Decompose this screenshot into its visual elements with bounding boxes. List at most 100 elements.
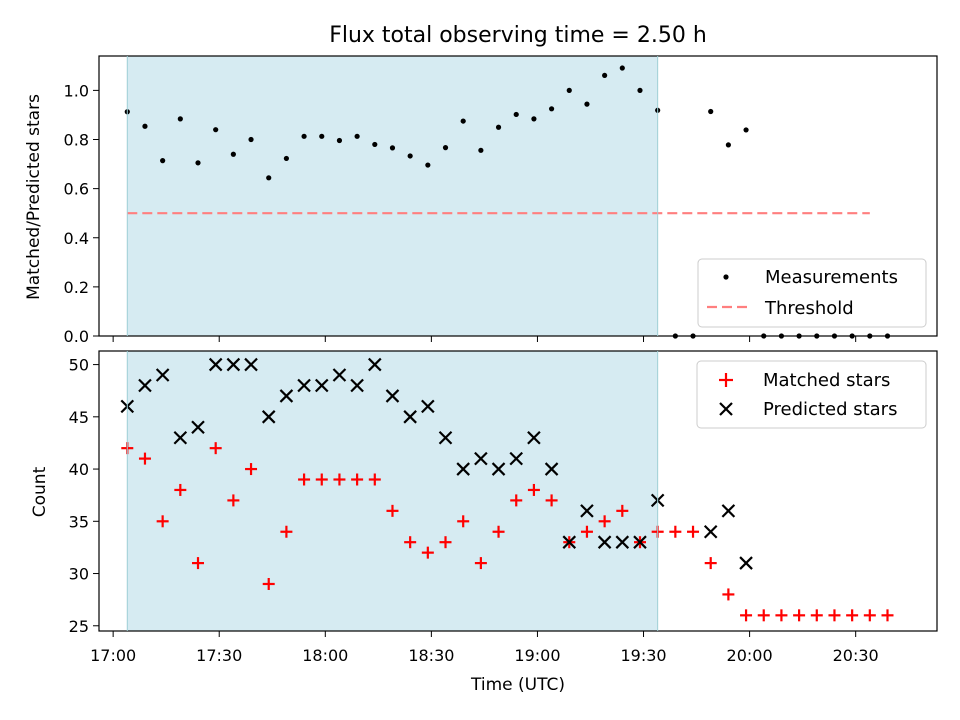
predicted-star-stroke-b	[208, 357, 223, 372]
predicted-star-point	[403, 410, 417, 424]
measurement-point	[301, 133, 307, 139]
predicted-star-stroke-b	[421, 399, 435, 414]
predicted-star-stroke-b	[385, 389, 400, 403]
x-tick-label: 17:00	[90, 646, 136, 665]
predicted-star-point	[155, 368, 170, 382]
matched-star-point	[527, 483, 540, 496]
predicted-star-stroke-b	[739, 556, 753, 570]
predicted-star-stroke-b	[350, 378, 364, 393]
matched-star-point	[757, 609, 770, 622]
x-tick-label: 19:00	[514, 646, 560, 665]
predicted-star-point	[597, 535, 612, 549]
measurement-point	[619, 65, 625, 71]
predicted-star-point	[208, 357, 223, 372]
predicted-star-stroke-b	[491, 462, 506, 476]
matched-star-point	[828, 609, 841, 622]
predicted-star-stroke-b	[562, 535, 577, 549]
measurement-point	[637, 87, 643, 93]
measurement-point	[495, 124, 502, 130]
measurement-point	[389, 145, 396, 151]
matched-star-point	[846, 609, 859, 622]
predicted-star-point	[491, 462, 506, 476]
measurement-point	[354, 133, 360, 139]
predicted-star-point	[703, 524, 718, 539]
predicted-star-stroke-b	[721, 504, 736, 518]
bottom-y-tick-label: 35	[69, 512, 89, 531]
predicted-star-point	[456, 462, 470, 476]
matched-star-point	[492, 525, 505, 538]
predicted-star-point	[332, 368, 347, 382]
legend-measurements-label: Measurements	[765, 267, 898, 288]
matched-star-point	[156, 515, 169, 528]
top-panel: 0.0 0.2 0.4 0.6 0.8 1.0 Matched/Predicted sta…	[24, 55, 938, 346]
legend-matched-label: Matched stars	[763, 370, 890, 391]
predicted-star-stroke-b	[474, 451, 488, 466]
matched-star-point	[315, 473, 328, 486]
bottom-y-tick-label: 50	[69, 356, 89, 375]
predicted-star-stroke-b	[456, 462, 470, 476]
measurement-point	[230, 151, 236, 157]
measurement-point	[708, 108, 714, 115]
measurement-point	[160, 158, 166, 164]
predicted-star-point	[438, 430, 453, 445]
matched-star-point	[510, 494, 523, 507]
measurement-point	[531, 116, 537, 122]
measurement-point	[425, 162, 431, 168]
matched-star-point	[209, 442, 222, 455]
predicted-star-stroke-b	[191, 420, 205, 435]
predicted-star-point	[226, 357, 241, 372]
top-y-tick-label: 0.6	[64, 180, 89, 199]
measurement-point	[548, 106, 555, 112]
measurement-point	[566, 87, 572, 93]
predicted-star-point	[544, 462, 559, 476]
predicted-star-point	[739, 556, 753, 570]
matched-star-point	[280, 525, 293, 538]
bottom-legend: Matched stars Predicted stars	[696, 360, 927, 429]
matched-star-point	[351, 473, 364, 486]
measurement-point	[213, 127, 219, 133]
matched-star-point	[669, 525, 682, 538]
matched-star-point	[174, 483, 187, 496]
matched-star-point	[616, 504, 629, 517]
predicted-star-stroke-b	[615, 535, 630, 549]
predicted-star-stroke-b	[314, 378, 329, 393]
measurement-point	[743, 127, 749, 133]
top-y-tick-label: 0.8	[64, 131, 89, 150]
legend-predicted-marker	[719, 402, 733, 416]
predicted-star-stroke-b	[509, 451, 524, 466]
measurement-point	[283, 155, 290, 162]
measurement-points	[124, 65, 891, 339]
matched-star-point	[598, 515, 611, 528]
predicted-star-point	[580, 504, 594, 518]
measurement-point	[442, 145, 449, 151]
predicted-star-point	[721, 504, 736, 518]
measurement-point	[372, 141, 378, 148]
top-y-tick-label: 0.2	[64, 278, 89, 297]
x-tick-label: 18:00	[302, 646, 348, 665]
measurement-point	[177, 116, 183, 122]
top-y-ticks: 0.0 0.2 0.4 0.6 0.8 1.0	[64, 81, 99, 346]
matched-star-point	[298, 473, 311, 486]
top-legend: Measurements Threshold	[697, 258, 927, 328]
matched-star-point	[580, 525, 593, 538]
matched-star-point	[227, 494, 240, 507]
legend-threshold-label: Threshold	[764, 298, 854, 319]
x-tick-label: 19:30	[620, 646, 666, 665]
chart-title: Flux total observing time = 2.50 h	[329, 23, 707, 48]
top-shaded-interval	[127, 56, 658, 336]
measurement-point	[460, 118, 466, 124]
predicted-star-point	[244, 357, 258, 372]
predicted-star-stroke-b	[544, 462, 559, 476]
matched-star-point	[439, 536, 452, 549]
bottom-y-tick-label: 45	[69, 408, 89, 427]
top-axes-frame	[98, 55, 938, 337]
predicted-star-point	[350, 378, 364, 393]
matched-star-point	[775, 609, 788, 622]
bottom-y-tick-label: 30	[69, 565, 89, 584]
bottom-y-ticks: 25 30 35 40 45 50	[69, 356, 99, 636]
measurement-point	[266, 175, 272, 181]
matched-stars-points	[121, 442, 894, 622]
x-tick-label: 20:00	[727, 646, 773, 665]
predicted-star-stroke-b	[438, 430, 453, 445]
matched-star-point	[457, 515, 470, 528]
